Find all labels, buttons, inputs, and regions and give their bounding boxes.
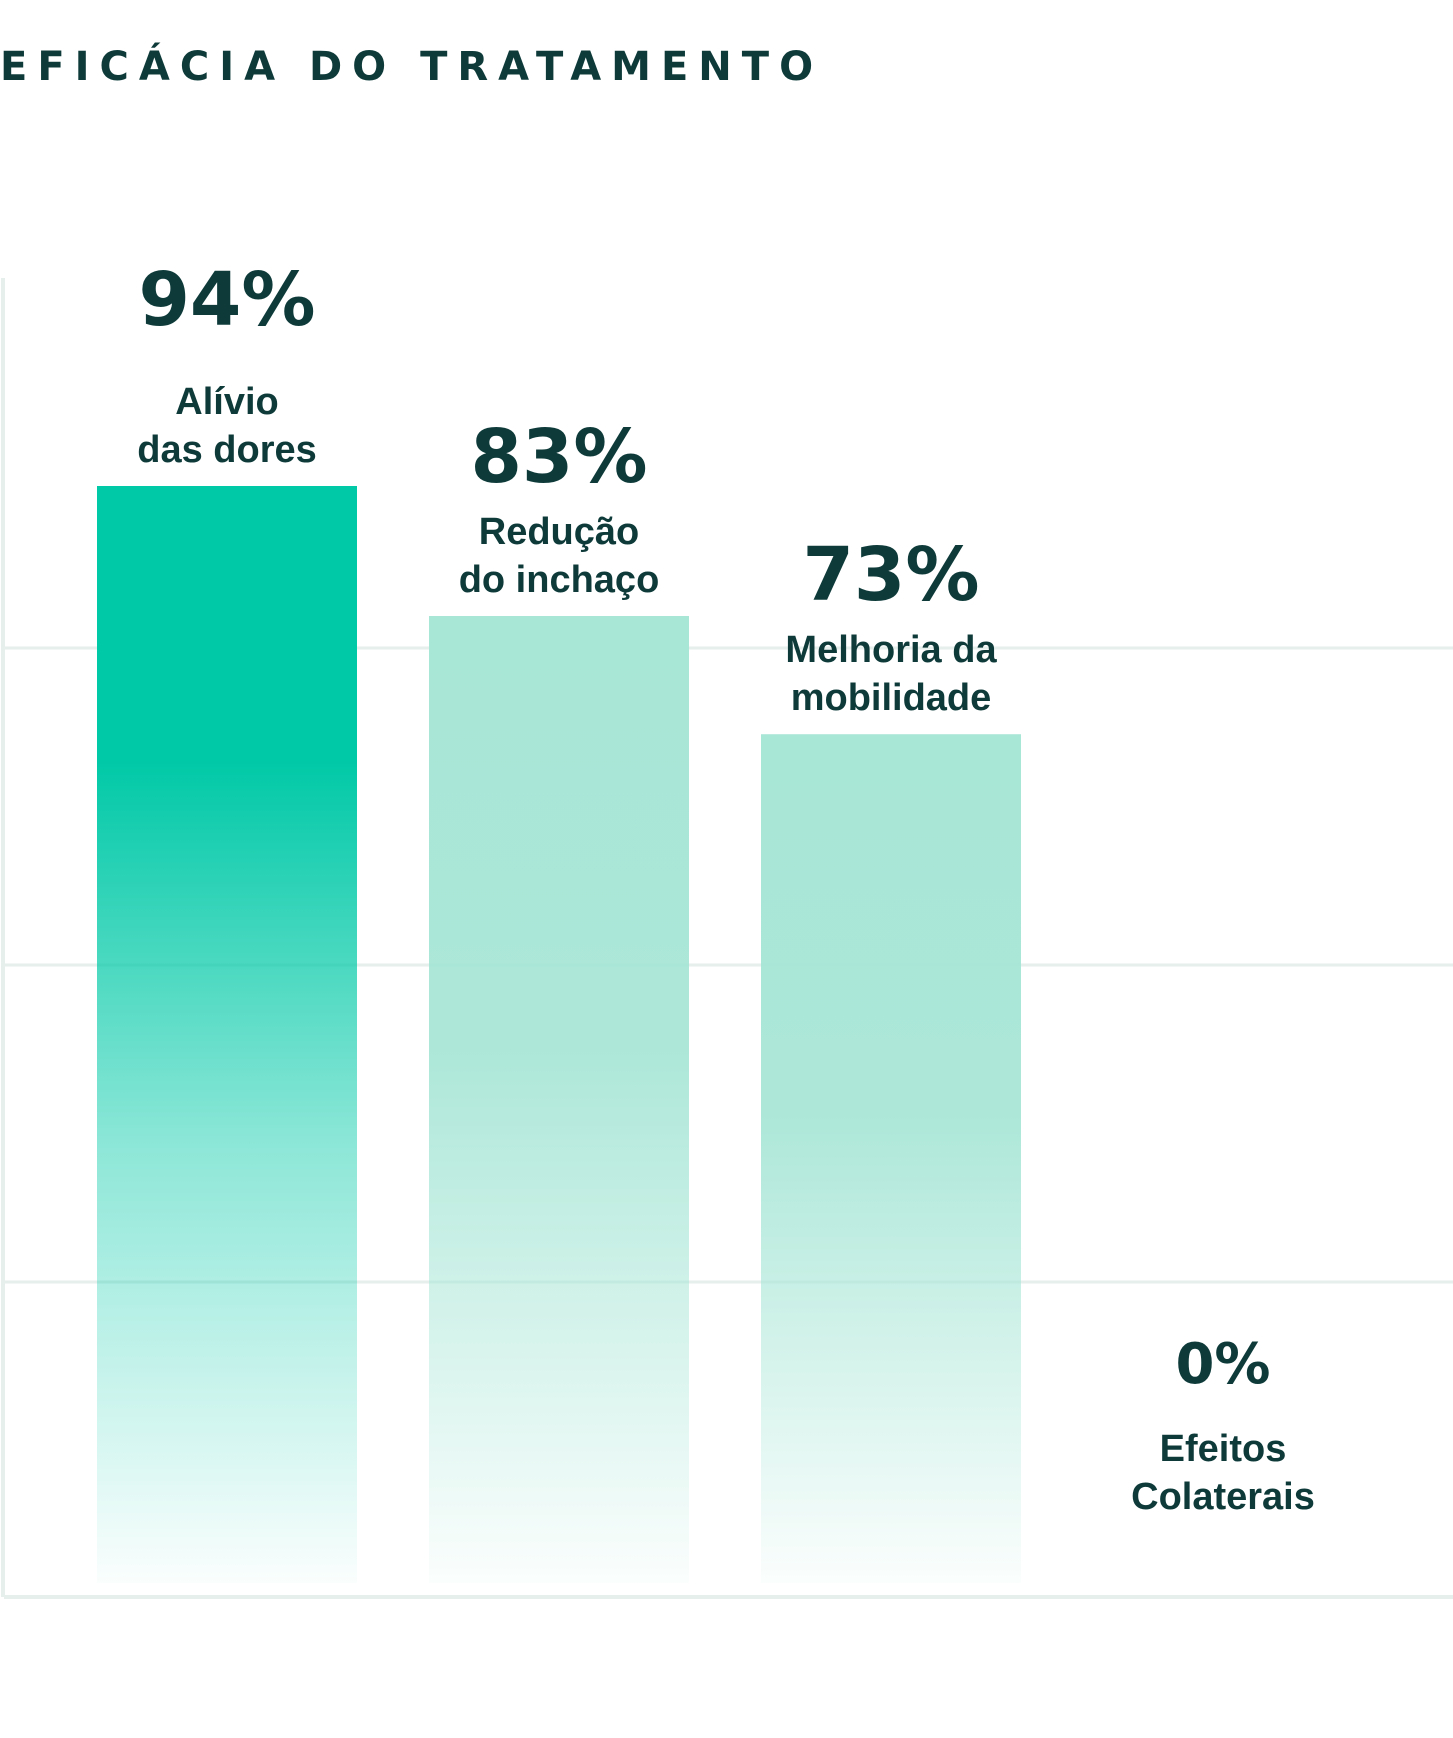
data-label-0: 94% [138, 257, 316, 343]
category-label-3: Efeitos Colaterais [1131, 1428, 1315, 1518]
data-label-3: 0% [1175, 1332, 1271, 1397]
category-label-1: Redução do inchaço [458, 511, 660, 601]
bar-2 [761, 734, 1021, 1583]
chart-title: EFICÁCIA DO TRATAMENTO [0, 44, 824, 90]
data-label-1: 83% [470, 414, 648, 500]
bars [97, 486, 1021, 1583]
category-label-0: Alívio das dores [137, 381, 317, 471]
category-label-2: Melhoria da mobilidade [785, 629, 997, 720]
bar-1 [429, 616, 689, 1583]
data-label-2: 73% [802, 532, 980, 619]
bar-0 [97, 486, 357, 1583]
